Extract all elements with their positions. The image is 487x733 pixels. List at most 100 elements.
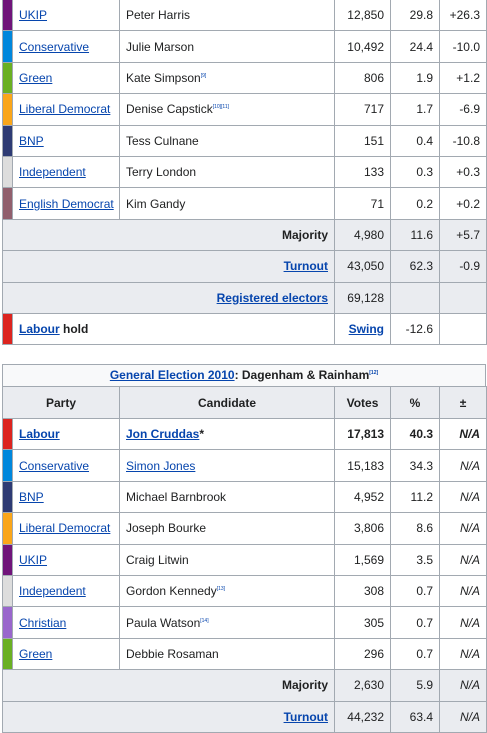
candidate-name: Julie Marson (126, 39, 195, 54)
party-cell: BNP (12, 480, 120, 514)
change-cell: N/A (439, 669, 487, 702)
candidate-name: Michael Barnbrook (126, 489, 227, 504)
empty-cell (390, 281, 440, 314)
change-cell: N/A (439, 480, 487, 514)
party-link[interactable]: Independent (19, 584, 86, 599)
summary-label-cell: Majority (2, 669, 335, 702)
party-link[interactable]: UKIP (19, 8, 48, 23)
change-cell: N/A (439, 512, 487, 545)
empty-cell (439, 312, 487, 346)
party-cell: Liberal Democrat (12, 512, 120, 545)
percent-cell: 1.7 (390, 93, 440, 126)
election-2010-results: General Election 2010: Dagenham & Rainha… (0, 364, 487, 733)
swing-link[interactable]: Swing (348, 322, 384, 337)
summary-label-cell: Registered electors (2, 281, 335, 314)
candidate-name: Kate Simpson (126, 70, 201, 85)
party-cell: BNP (12, 124, 120, 157)
percent-cell: 24.4 (390, 30, 440, 63)
summary-label-link[interactable]: Turnout (283, 259, 328, 274)
votes-cell: 133 (334, 155, 391, 189)
candidate-cell: Julie Marson (119, 30, 335, 63)
party-color-swatch (2, 0, 13, 32)
votes-cell: 717 (334, 93, 391, 126)
table-row: Independent Terry London 133 0.3 +0.3 (2, 155, 487, 189)
hold-text: hold (63, 322, 89, 337)
votes-cell: 1,569 (334, 543, 391, 576)
votes-cell: 15,183 (334, 449, 391, 482)
party-link[interactable]: Christian (19, 615, 67, 630)
registered-electors-link[interactable]: Registered electors (216, 290, 328, 305)
party-link[interactable]: Independent (19, 165, 86, 180)
candidate-cell: Denise Capstick[10][11] (119, 93, 335, 126)
votes-cell: 17,813 (334, 417, 391, 451)
party-link[interactable]: Liberal Democrat (19, 521, 111, 536)
votes-cell: 43,050 (334, 250, 391, 283)
citation-link[interactable]: [9] (200, 72, 207, 79)
citation-link[interactable]: [14] (200, 617, 209, 624)
candidate-name: Joseph Bourke (126, 521, 207, 536)
caption-election-link[interactable]: General Election 2010 (109, 368, 235, 382)
change-cell: N/A (439, 543, 487, 576)
header-percent: % (390, 386, 440, 419)
party-link[interactable]: BNP (19, 133, 44, 148)
percent-cell: 62.3 (390, 250, 440, 283)
votes-cell: 151 (334, 124, 391, 157)
votes-cell: 3,806 (334, 512, 391, 545)
change-cell: N/A (439, 449, 487, 482)
citation-link[interactable]: [10][11] (212, 104, 230, 111)
citation-link[interactable]: [13] (216, 586, 226, 593)
candidate-cell: Craig Litwin (119, 543, 335, 576)
caption-text: : Dagenham & Rainham (234, 368, 370, 382)
party-cell: Conservative (12, 449, 120, 482)
percent-cell: 29.8 (390, 0, 440, 32)
swing-label-cell: Swing (334, 312, 391, 346)
percent-cell: 11.2 (390, 480, 440, 514)
hold-row: Labour hold Swing -12.6 (2, 312, 487, 346)
summary-label: Majority (281, 227, 328, 242)
swing-value: -12.6 (390, 312, 440, 346)
party-color-swatch (2, 417, 13, 451)
party-link[interactable]: Liberal Democrat (19, 102, 111, 117)
summary-label-cell: Turnout (2, 700, 335, 733)
candidate-link[interactable]: Jon Cruddas (126, 427, 200, 442)
percent-cell: 0.2 (390, 187, 440, 220)
header-votes: Votes (334, 386, 391, 419)
party-link[interactable]: BNP (19, 489, 44, 504)
summary-label-link[interactable]: Turnout (283, 709, 328, 724)
candidate-cell: Paula Watson[14] (119, 606, 335, 639)
table-row: Green Debbie Rosaman 296 0.7 N/A (2, 637, 487, 671)
party-link[interactable]: Green (19, 70, 53, 85)
party-link[interactable]: Conservative (19, 458, 90, 473)
party-link[interactable]: Green (19, 646, 53, 661)
table-row: UKIP Craig Litwin 1,569 3.5 N/A (2, 543, 487, 576)
votes-cell: 4,980 (334, 218, 391, 252)
caption-citation[interactable]: [12] (369, 370, 379, 376)
change-cell: -6.9 (439, 93, 487, 126)
table-row: English Democrat Kim Gandy 71 0.2 +0.2 (2, 187, 487, 220)
party-color-swatch (2, 480, 13, 514)
change-cell: N/A (439, 700, 487, 733)
summary-row: Registered electors 69,128 (2, 281, 487, 314)
candidate-cell: Gordon Kennedy[13] (119, 574, 335, 608)
candidate-cell: Kim Gandy (119, 187, 335, 220)
votes-cell: 12,850 (334, 0, 391, 32)
party-color-swatch (2, 312, 13, 346)
percent-cell: 34.3 (390, 449, 440, 482)
election-2015-table: UKIP Peter Harris 12,850 29.8 +26.3 Conservat… (2, 0, 487, 346)
party-link[interactable]: English Democrat (19, 196, 114, 211)
table-row: Independent Gordon Kennedy[13] 308 0.7 N/A (2, 574, 487, 608)
votes-cell: 806 (334, 61, 391, 95)
party-link[interactable]: Conservative (19, 39, 90, 54)
party-color-swatch (2, 124, 13, 157)
summary-row: Turnout 44,232 63.4 N/A (2, 700, 487, 733)
candidate-link[interactable]: Simon Jones (126, 458, 196, 473)
candidate-name: Kim Gandy (126, 196, 186, 211)
percent-cell: 3.5 (390, 543, 440, 576)
party-cell: English Democrat (12, 187, 120, 220)
party-link[interactable]: Labour (19, 427, 60, 442)
candidate-cell: Jon Cruddas* (119, 417, 335, 451)
hold-party-link[interactable]: Labour (19, 322, 60, 337)
party-color-swatch (2, 574, 13, 608)
party-link[interactable]: UKIP (19, 552, 48, 567)
table-row: Green Kate Simpson[9] 806 1.9 +1.2 (2, 61, 487, 95)
